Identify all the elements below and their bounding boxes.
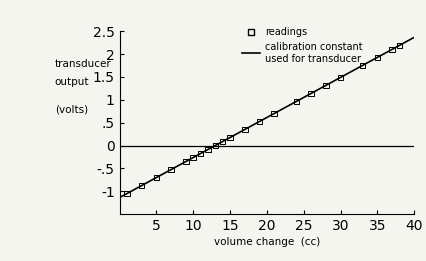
Point — [197, 151, 204, 156]
Point — [388, 47, 394, 51]
Point — [307, 91, 314, 96]
Point — [292, 99, 299, 104]
Text: output: output — [55, 78, 89, 87]
Point — [219, 139, 226, 144]
Point — [153, 175, 159, 180]
Point — [167, 168, 174, 172]
Point — [322, 83, 328, 87]
X-axis label: volume change  (cc): volume change (cc) — [213, 237, 319, 247]
Point — [358, 63, 365, 68]
Text: (volts): (volts) — [55, 105, 88, 115]
Point — [138, 183, 145, 188]
Point — [226, 135, 233, 140]
Point — [395, 43, 402, 48]
Point — [123, 192, 130, 196]
Point — [256, 119, 262, 123]
Legend: readings, calibration constant
used for transducer: readings, calibration constant used for … — [242, 27, 361, 63]
Point — [373, 55, 380, 60]
Point — [241, 127, 248, 132]
Point — [337, 75, 343, 80]
Point — [182, 159, 189, 164]
Point — [189, 156, 196, 160]
Text: transducer: transducer — [55, 59, 111, 69]
Point — [211, 143, 218, 147]
Point — [270, 111, 277, 116]
Point — [204, 147, 211, 152]
